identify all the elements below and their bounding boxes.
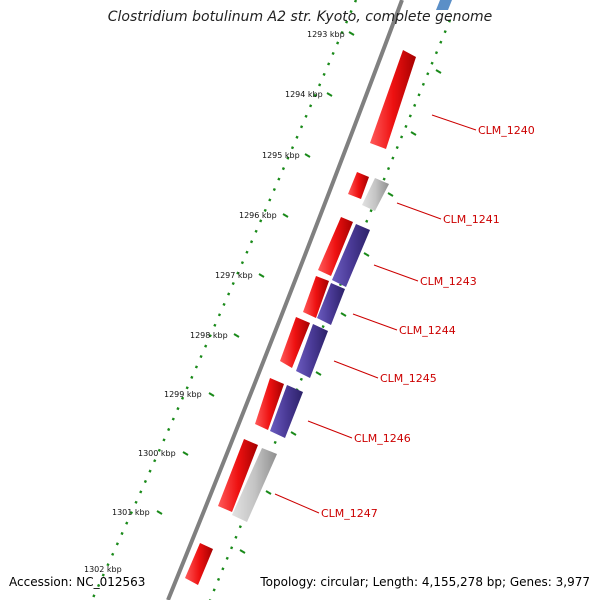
ruler-tick <box>435 69 442 74</box>
ruler-tick <box>265 490 272 495</box>
gene-label: CLM_1243 <box>420 275 477 288</box>
ruler-label: 1295 kbp <box>262 151 300 160</box>
ruler-tick <box>326 92 333 97</box>
ruler-tick <box>239 549 246 554</box>
ruler-label: 1299 kbp <box>164 390 202 399</box>
ruler-tick <box>348 31 355 36</box>
gene-other <box>232 448 277 522</box>
accession-text: Accession: NC_012563 <box>9 575 146 589</box>
gene-reverse <box>332 224 370 287</box>
gene-leader-line <box>333 360 379 379</box>
gene-label: CLM_1247 <box>321 507 378 520</box>
gene-reverse <box>317 283 345 325</box>
ruler-tick <box>156 510 163 515</box>
gene-leader-line <box>274 493 320 514</box>
genome-backbone <box>166 0 404 600</box>
gene-leader-line <box>396 202 442 220</box>
ruler-label: 1298 kbp <box>190 331 228 340</box>
map-title: Clostridium botulinum A2 str. Kyoto, com… <box>107 9 493 25</box>
ruler-tick <box>363 252 370 257</box>
ruler-label: 1296 kbp <box>239 211 277 220</box>
gene-forward <box>303 276 329 318</box>
ruler-tick <box>304 153 311 158</box>
gene-forward <box>348 172 369 199</box>
ruler-tick <box>410 131 417 136</box>
gene-leader-line <box>352 313 398 331</box>
gene-forward <box>255 378 284 430</box>
gene-label: CLM_1245 <box>380 372 437 385</box>
gene-leader-line <box>431 114 477 131</box>
gene-forward <box>218 439 258 512</box>
gene-leader-line <box>373 264 419 282</box>
ruler-tick <box>182 451 189 456</box>
ruler-label: 1301 kbp <box>112 508 150 517</box>
gene-reverse <box>270 385 303 438</box>
gene-other <box>362 178 389 211</box>
gene-label: CLM_1241 <box>443 213 500 226</box>
gene-leader-line <box>307 420 353 439</box>
gene-reverse <box>296 324 328 378</box>
gene-partial-top <box>436 0 452 10</box>
ruler-tick <box>208 392 215 397</box>
gene-label: CLM_1240 <box>478 124 535 137</box>
ruler-tick <box>340 312 347 317</box>
ruler-label: 1294 kbp <box>285 90 323 99</box>
gene-label: CLM_1244 <box>399 324 456 337</box>
ruler-label: 1297 kbp <box>215 271 253 280</box>
ruler-tick <box>387 192 394 197</box>
ruler-tick <box>315 371 322 376</box>
ruler-tick <box>233 333 240 338</box>
ruler-arc-outer <box>90 0 358 600</box>
gene-forward <box>280 317 310 368</box>
gene-label: CLM_1246 <box>354 432 411 445</box>
genome-summary-text: Topology: circular; Length: 4,155,278 bp… <box>260 575 590 589</box>
gene-forward <box>370 50 416 149</box>
ruler-label: 1300 kbp <box>138 449 176 458</box>
ruler-tick <box>290 431 297 436</box>
ruler-label: 1302 kbp <box>84 565 122 574</box>
ruler-label: 1293 kbp <box>307 30 345 39</box>
ruler-tick <box>258 273 265 278</box>
ruler-tick <box>282 213 289 218</box>
gene-forward <box>318 217 353 276</box>
gene-forward <box>185 543 213 585</box>
